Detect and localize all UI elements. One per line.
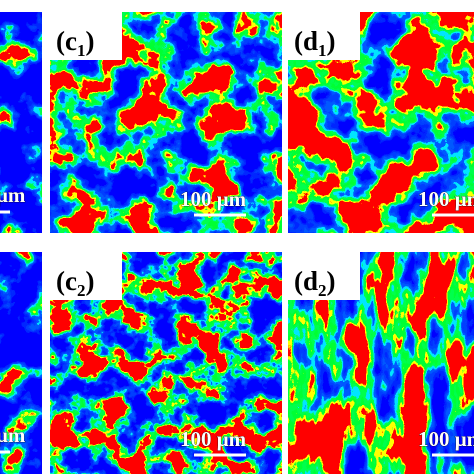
panel-label-letter: (c — [56, 266, 77, 296]
scale-bar-label: μm — [0, 423, 26, 447]
panel-label-subscript: 2 — [77, 281, 86, 300]
panel-label-close: ) — [85, 26, 94, 56]
scale-bar-label: 100 μm — [418, 187, 474, 211]
panel-label-letter: (c — [56, 26, 77, 56]
panel-label-close: ) — [327, 26, 336, 56]
label-box — [288, 12, 360, 60]
scale-bar-label: μm — [0, 183, 26, 207]
label-box — [50, 252, 122, 300]
panel-label-subscript: 1 — [77, 41, 86, 60]
panel-label: (c1) — [56, 26, 94, 60]
panel-label-letter: (d — [294, 26, 318, 56]
scale-bar-label: 100 μm — [180, 427, 247, 451]
panel-label-close: ) — [327, 266, 336, 296]
scale-bar-label: 100 μm — [180, 187, 247, 211]
panel-label: (d1) — [294, 26, 336, 60]
map-image — [0, 252, 42, 474]
panel-label-close: ) — [85, 266, 94, 296]
panel-label: (c2) — [56, 266, 94, 300]
panel-label-subscript: 1 — [318, 41, 327, 60]
panel-label-letter: (d — [294, 266, 318, 296]
label-box — [288, 252, 360, 300]
scale-bar-label: 100 μm — [418, 427, 474, 451]
panel-label: (d2) — [294, 266, 336, 300]
label-box — [50, 12, 122, 60]
map-image — [0, 12, 42, 233]
panel-label-subscript: 2 — [318, 281, 327, 300]
